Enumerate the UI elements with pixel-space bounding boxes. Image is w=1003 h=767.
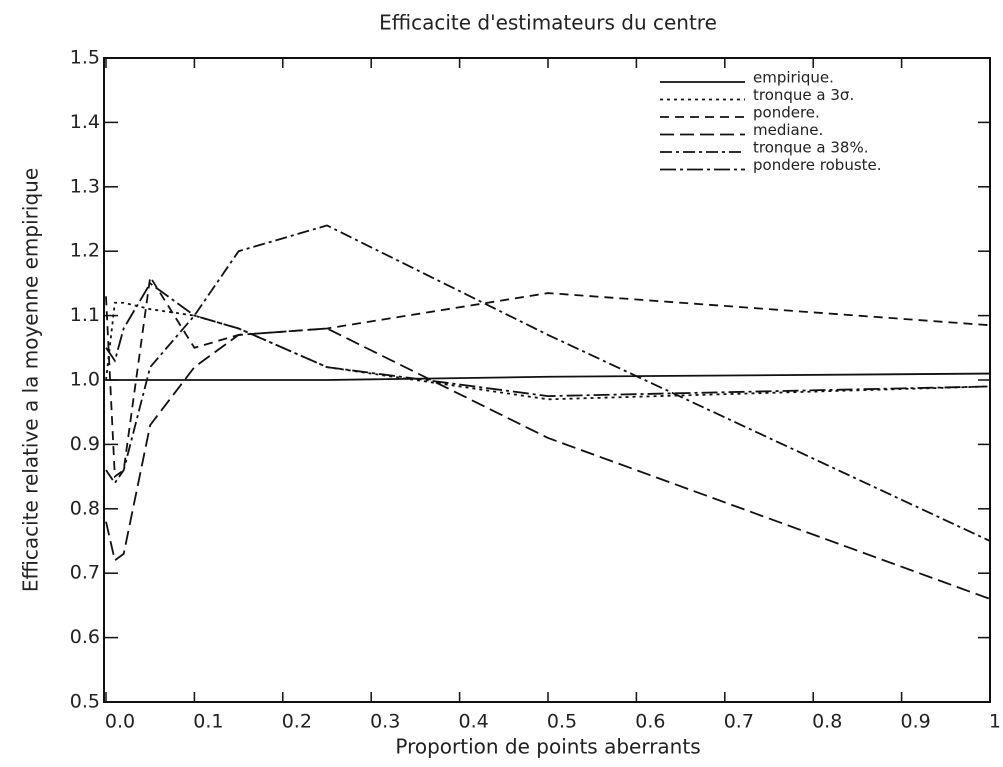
legend-label: mediane.	[753, 121, 823, 139]
y-tick-label: 0.7	[70, 562, 100, 584]
series-line	[106, 372, 991, 381]
x-tick-label: 0.2	[282, 711, 312, 733]
legend-label: pondere.	[753, 104, 820, 122]
y-tick-label: 1.3	[70, 175, 100, 197]
x-tick-label: 0.8	[812, 711, 842, 733]
legend-label: tronque a 38%.	[753, 139, 869, 157]
series-line	[105, 301, 991, 401]
chart-title: Efficacite d'estimateurs du centre	[379, 11, 717, 35]
y-tick-label: 1.1	[70, 304, 100, 326]
x-tick-label: 0.4	[458, 711, 488, 733]
x-tick-label: 0.0	[105, 711, 135, 733]
series-line	[105, 327, 991, 600]
y-tick-label: 1.5	[70, 47, 100, 69]
y-tick-label: 0.8	[70, 497, 100, 519]
y-tick-label: 0.9	[70, 433, 100, 455]
x-tick-label: 0.7	[724, 711, 754, 733]
y-tick-label: 1.0	[70, 369, 100, 391]
y-tick-label: 1.2	[70, 240, 100, 262]
x-tick-label: 0.1	[193, 711, 223, 733]
series-line	[105, 282, 991, 398]
series-line	[105, 274, 991, 479]
y-tick-label: 0.5	[70, 691, 100, 713]
y-axis-label: Efficacite relative a la moyenne empiriq…	[19, 168, 43, 592]
y-tick-label: 1.4	[70, 111, 100, 133]
x-tick-label: 0.9	[900, 711, 930, 733]
x-tick-label: 0.6	[635, 711, 665, 733]
legend-label: pondere robuste.	[753, 156, 882, 174]
legend-label: empirique.	[753, 69, 834, 87]
series-line	[105, 224, 991, 542]
y-tick-label: 0.6	[70, 626, 100, 648]
x-axis-label: Proportion de points aberrants	[395, 735, 700, 759]
x-tick-label: 1.0	[989, 711, 1003, 733]
x-tick-label: 0.3	[370, 711, 400, 733]
x-tick-label: 0.5	[547, 711, 577, 733]
legend-label: tronque a 3σ.	[753, 86, 854, 104]
